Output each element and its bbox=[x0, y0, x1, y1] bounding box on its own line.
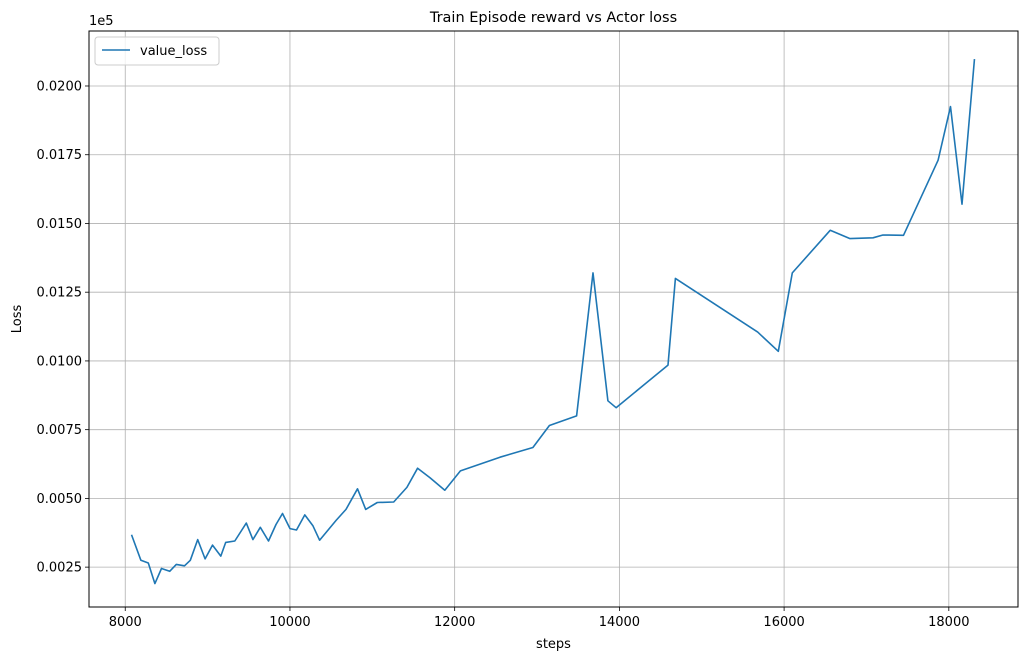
plot-frame bbox=[88, 30, 1019, 608]
y-tick-label: 0.0100 bbox=[37, 354, 83, 369]
grid bbox=[89, 31, 1018, 607]
x-tick-label: 18000 bbox=[928, 615, 969, 630]
x-axis-label: steps bbox=[536, 637, 571, 652]
y-tick-label: 0.0050 bbox=[37, 492, 83, 507]
x-tick-label: 12000 bbox=[434, 615, 475, 630]
y-tick-label: 0.0150 bbox=[37, 217, 83, 232]
legend-box bbox=[94, 36, 220, 66]
y-tick-label: 0.0175 bbox=[37, 148, 83, 163]
x-tick-label: 8000 bbox=[109, 615, 142, 630]
y-tick-label: 0.0125 bbox=[37, 286, 83, 301]
y-tick-label: 0.0075 bbox=[37, 423, 83, 438]
y-axis-offset-text: 1e5 bbox=[89, 14, 114, 29]
y-tick-label: 0.0200 bbox=[37, 79, 83, 94]
chart-title: Train Episode reward vs Actor loss bbox=[429, 10, 677, 26]
ticks: 8000 10000 12000 14000 16000 18000 0.0025 0.005… bbox=[37, 79, 970, 630]
x-tick-label: 14000 bbox=[599, 615, 640, 630]
legend: value_loss bbox=[94, 36, 220, 66]
y-tick-label: 0.0025 bbox=[37, 561, 83, 576]
series-layer bbox=[130, 59, 976, 585]
x-tick-label: 10000 bbox=[269, 615, 310, 630]
x-tick-label: 16000 bbox=[763, 615, 804, 630]
series-line-value-loss bbox=[130, 59, 976, 585]
legend-entry-value-loss: value_loss bbox=[140, 44, 207, 59]
y-axis-label: Loss bbox=[10, 305, 25, 334]
